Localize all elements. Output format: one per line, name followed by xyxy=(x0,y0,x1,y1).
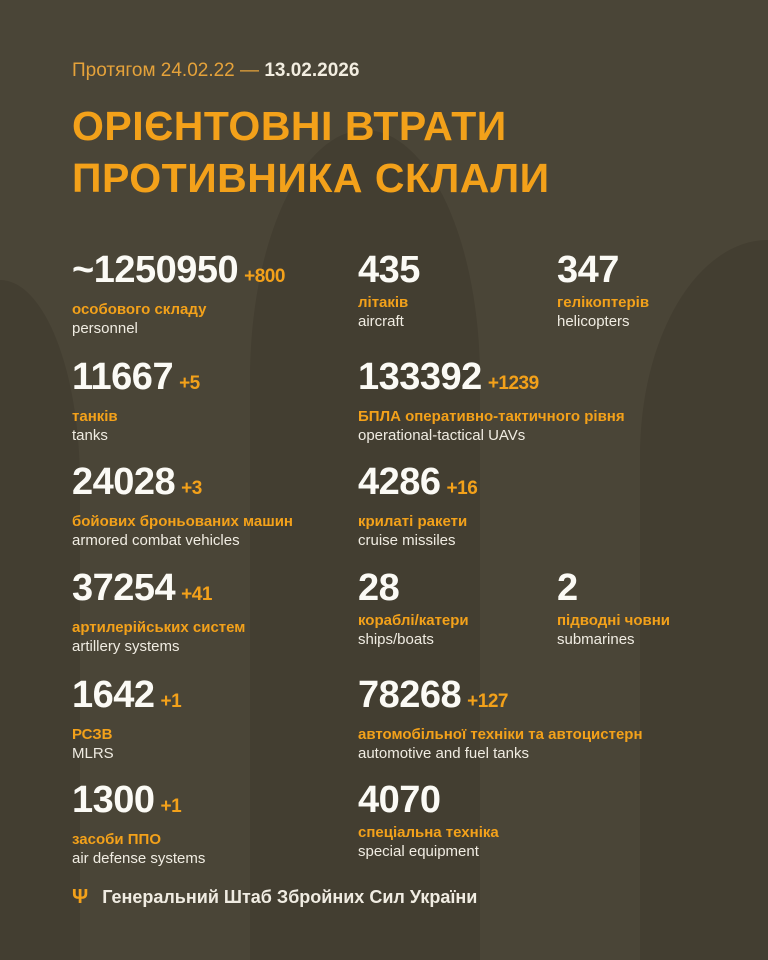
stat-delta: +800 xyxy=(244,266,285,287)
stat-number: 11667 xyxy=(72,356,174,398)
stat-label-ua: підводні човни xyxy=(557,612,671,629)
stat-value: 37254 +41 xyxy=(72,568,245,615)
stat-number: 78268 xyxy=(358,674,462,716)
stat-delta: +5 xyxy=(179,373,200,394)
stat-helicopters: 347 гелікоптерів helicopters xyxy=(557,250,649,330)
stat-label-en: ships/boats xyxy=(358,631,434,648)
stat-delta: +127 xyxy=(467,691,508,712)
stat-personnel: ~1250950 +800 особового складу personnel xyxy=(72,250,285,337)
stat-label-ua: кораблі/катери xyxy=(358,612,469,629)
stat-label-en: tanks xyxy=(72,427,108,444)
stat-submarines: 2 підводні човни submarines xyxy=(557,568,670,648)
stat-label-en: automotive and fuel tanks xyxy=(358,745,529,762)
stat-delta: +41 xyxy=(181,584,212,605)
stat-label-en: personnel xyxy=(72,320,138,337)
stat-value: 28 xyxy=(358,568,469,608)
stat-value: 11667 +5 xyxy=(72,357,200,404)
stat-air-defense-systems: 1300 +1 засоби ППО air defense systems xyxy=(72,780,205,867)
stat-delta: +3 xyxy=(181,478,202,499)
stat-number: 435 xyxy=(358,249,420,291)
stat-label-ua: БПЛА оперативно-тактичного рівня xyxy=(358,408,625,425)
stat-number: 24028 xyxy=(72,461,176,503)
stat-number: 37254 xyxy=(72,567,176,609)
stat-number: 4286 xyxy=(358,461,441,503)
stat-label-en: artillery systems xyxy=(72,638,180,655)
stat-number: 347 xyxy=(557,249,619,291)
stat-value: 4070 xyxy=(358,780,499,820)
stat-tanks: 11667 +5 танків tanks xyxy=(72,357,200,444)
stat-mlrs: 1642 +1 РСЗВ MLRS xyxy=(72,674,182,762)
stat-number: ~1250950 xyxy=(72,249,239,291)
stat-value: 78268 +127 xyxy=(358,675,643,722)
stat-number: 4070 xyxy=(358,779,441,821)
stat-value: 1642 +1 xyxy=(72,674,182,722)
stat-label-en: submarines xyxy=(557,631,635,648)
period: Протягом 24.02.22 — 13.02.2026 xyxy=(72,60,359,82)
stat-label-en: operational-tactical UAVs xyxy=(358,427,526,444)
title-line-1: ОРІЄНТОВНІ ВТРАТИ xyxy=(72,103,507,149)
stat-value: 133392 +1239 xyxy=(358,357,625,404)
stat-value: 435 xyxy=(358,250,420,290)
stat-ships-boats: 28 кораблі/катери ships/boats xyxy=(358,568,469,648)
stat-label-en: MLRS xyxy=(72,745,114,762)
stat-delta: +1239 xyxy=(487,373,539,394)
stat-label-en: air defense systems xyxy=(72,850,206,867)
stat-label-ua: РСЗВ xyxy=(72,726,113,743)
stat-value: 4286 +16 xyxy=(358,461,478,509)
stat-number: 1642 xyxy=(72,674,155,716)
stat-label-ua: автомобільної техніки та автоцистерн xyxy=(358,726,643,743)
stat-aircraft: 435 літаків aircraft xyxy=(358,250,420,330)
stat-value: 1300 +1 xyxy=(72,780,205,827)
stat-number: 2 xyxy=(557,567,578,609)
page-title: ОРІЄНТОВНІ ВТРАТИ ПРОТИВНИКА СКЛАЛИ xyxy=(72,100,550,204)
stat-cruise-missiles: 4286 +16 крилаті ракети cruise missiles xyxy=(358,461,478,549)
stat-delta: +1 xyxy=(160,796,182,817)
stat-operational-tactical-uavs: 133392 +1239 БПЛА оперативно-тактичного р… xyxy=(358,357,625,444)
stat-special-equipment: 4070 спеціальна техніка special equipmen… xyxy=(358,780,499,860)
stat-delta: +1 xyxy=(160,691,182,712)
stat-label-en: aircraft xyxy=(358,313,404,330)
stat-label-en: helicopters xyxy=(557,313,630,330)
stat-label-ua: засоби ППО xyxy=(72,831,161,848)
stat-armored-combat-vehicles: 24028 +3 бойових броньованих машин armore… xyxy=(72,462,293,549)
stat-label-en: cruise missiles xyxy=(358,532,456,549)
stat-value: 24028 +3 xyxy=(72,462,293,509)
footer-text: Генеральний Штаб Збройних Сил України xyxy=(102,887,478,907)
stat-label-ua: особового складу xyxy=(72,301,207,318)
stat-number: 133392 xyxy=(358,356,482,398)
stat-label-ua: танків xyxy=(72,408,118,425)
stat-label-en: armored combat vehicles xyxy=(72,532,240,549)
period-prefix: Протягом 24.02.22 — xyxy=(72,60,260,81)
stat-value: 347 xyxy=(557,250,649,290)
title-line-2: ПРОТИВНИКА СКЛАЛИ xyxy=(72,155,550,201)
stat-delta: +16 xyxy=(446,478,478,499)
stat-value: ~1250950 +800 xyxy=(72,250,285,297)
stat-value: 2 xyxy=(557,568,670,608)
stat-number: 1300 xyxy=(72,779,155,821)
stat-automotive-and-fuel-tanks: 78268 +127 автомобільної техніки та автоц… xyxy=(358,675,643,762)
stat-label-ua: бойових броньованих машин xyxy=(72,513,293,530)
footer: Ψ Генеральний Штаб Збройних Сил України xyxy=(72,886,477,909)
stat-number: 28 xyxy=(358,567,400,609)
period-end-date: 13.02.2026 xyxy=(264,60,360,81)
stat-label-ua: літаків xyxy=(358,294,409,311)
stat-label-ua: гелікоптерів xyxy=(557,294,650,311)
stat-label-en: special equipment xyxy=(358,843,479,860)
trident-icon: Ψ xyxy=(72,886,89,908)
stat-label-ua: крилаті ракети xyxy=(358,513,468,530)
stat-label-ua: спеціальна техніка xyxy=(358,824,499,841)
stat-artillery-systems: 37254 +41 артилерійських систем artillery… xyxy=(72,568,245,655)
stat-label-ua: артилерійських систем xyxy=(72,619,246,636)
